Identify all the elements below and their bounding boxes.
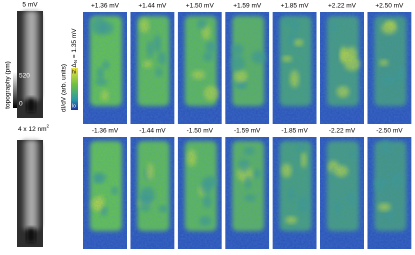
map-label: +1.59 mV [233, 3, 262, 10]
didv-map [83, 137, 127, 249]
map-noise [130, 137, 175, 249]
didv-map [83, 12, 127, 124]
didv-label: dI/dV (arb. units) [61, 64, 68, 112]
map-label: -1.44 mV [139, 128, 166, 135]
map-noise [320, 12, 364, 124]
didv-cbar-max: hi [72, 69, 76, 75]
map-label: +1.36 mV [91, 3, 120, 10]
didv-map [272, 137, 317, 249]
didv-map [367, 12, 412, 124]
map-noise [225, 137, 270, 249]
didv-map [272, 12, 317, 124]
map-label: -2.22 mV [329, 128, 356, 135]
map-label: +2.22 mV [328, 3, 357, 10]
map-noise [177, 137, 222, 249]
didv-map [225, 137, 270, 249]
didv-maps: +1.36 mV +1.44 mV +1.50 mV +1.59 mV +1.85 mV… [83, 3, 412, 249]
map-noise [367, 137, 412, 249]
didv-map [130, 12, 175, 124]
map-noise [272, 137, 317, 249]
map-label: -1.50 mV [187, 128, 214, 135]
didv-map [177, 12, 222, 124]
map-label: -1.85 mV [281, 128, 308, 135]
topo-label: topography (pm) [5, 61, 12, 109]
topo-cbar-min: 0 [19, 101, 23, 108]
topo-colorbar [13, 72, 17, 108]
map-noise [83, 137, 127, 249]
topography-image [17, 140, 43, 247]
didv-cbar-min: lo [72, 103, 76, 109]
map-noise [83, 12, 127, 124]
map-label: +1.44 mV [138, 3, 167, 10]
didv-map [367, 137, 412, 249]
map-noise [177, 12, 222, 124]
map-label: +1.50 mV [186, 3, 215, 10]
topo-cbar-max: 520 [19, 73, 30, 80]
topo-bias: 5 mV [22, 2, 38, 9]
map-noise [272, 12, 317, 124]
scale-label: 4 x 12 nm2 [18, 124, 50, 133]
didv-map [225, 12, 270, 124]
topography-image [17, 11, 43, 118]
map-noise [130, 12, 175, 124]
didv-map [177, 137, 222, 249]
map-label: +1.85 mV [281, 3, 310, 10]
didv-colorbar [71, 68, 78, 110]
map-label: -2.50 mV [376, 128, 403, 135]
map-label: -1.59 mV [234, 128, 261, 135]
map-noise [320, 137, 364, 249]
didv-map [320, 12, 364, 124]
didv-map [130, 137, 175, 249]
map-label: +2.50 mV [375, 3, 404, 10]
map-noise [367, 12, 412, 124]
map-noise [225, 12, 270, 124]
delta-label: ΔN = 1.35 mV [71, 28, 78, 68]
map-label: -1.36 mV [92, 128, 119, 135]
didv-map [320, 137, 364, 249]
